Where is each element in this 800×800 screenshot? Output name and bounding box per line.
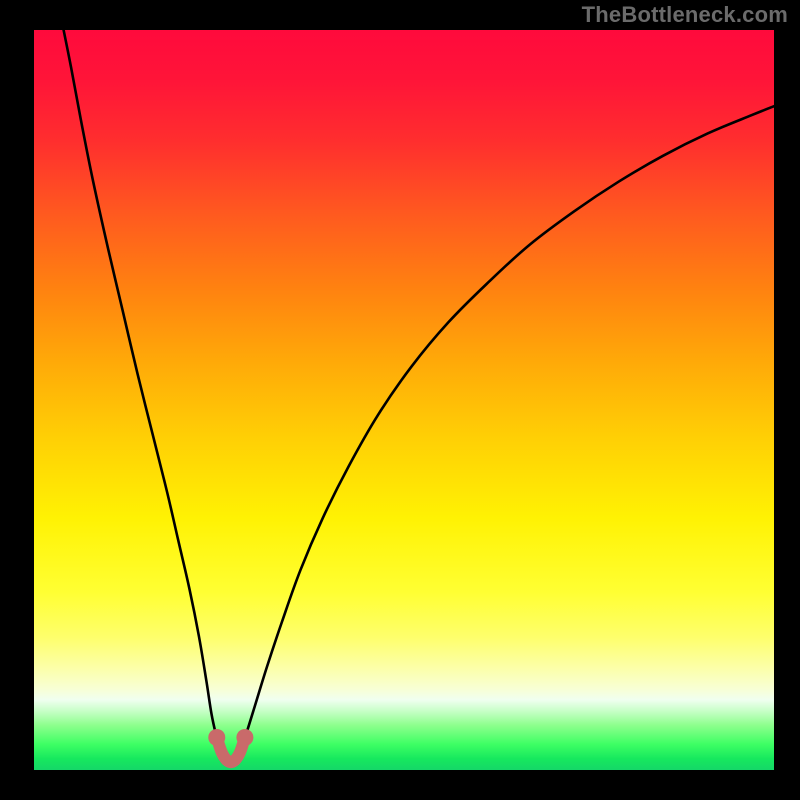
valley-dot-0 bbox=[208, 729, 225, 746]
valley-dot-1 bbox=[236, 729, 253, 746]
watermark-text: TheBottleneck.com bbox=[582, 2, 788, 28]
bottleneck-chart bbox=[0, 0, 800, 800]
